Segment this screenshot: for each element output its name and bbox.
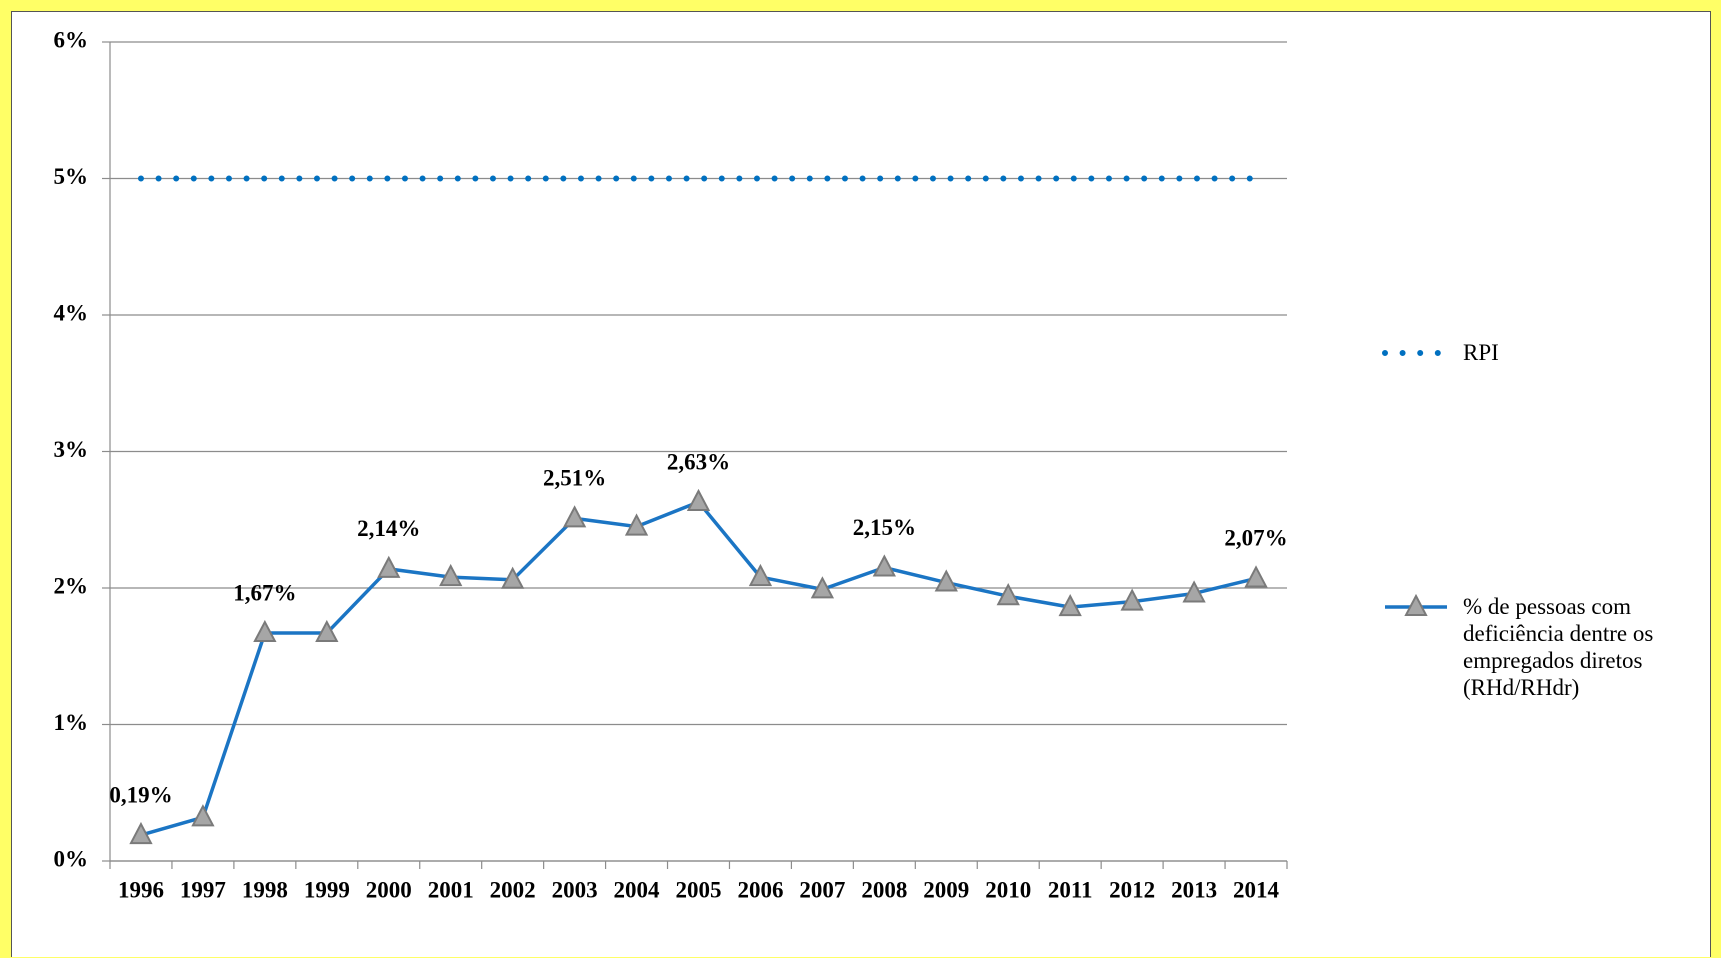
data-marker <box>1120 588 1144 611</box>
data-marker <box>1058 593 1082 617</box>
y-tick-label: 1% <box>54 710 89 735</box>
data-label: 2,15% <box>853 515 916 540</box>
x-tick-label: 2010 <box>985 877 1031 902</box>
data-label: 1,67% <box>233 580 296 605</box>
data-marker <box>315 619 339 643</box>
x-tick-label: 1999 <box>304 877 350 902</box>
x-tick-label: 2004 <box>614 877 661 902</box>
data-label: 0,19% <box>109 782 172 807</box>
chart-panel <box>11 11 1711 957</box>
data-label: 2,63% <box>667 449 730 474</box>
y-tick-label: 4% <box>54 300 89 325</box>
x-tick-label: 2001 <box>428 877 474 902</box>
x-tick-label: 2007 <box>799 877 845 902</box>
data-marker <box>1244 565 1268 588</box>
x-tick-label: 2005 <box>676 877 722 902</box>
y-tick-label: 5% <box>54 164 89 189</box>
series-line <box>140 500 1257 837</box>
data-label: 2,51% <box>543 466 606 491</box>
data-marker <box>439 563 463 587</box>
y-tick-label: 3% <box>54 437 89 462</box>
x-tick-label: 2000 <box>366 877 412 902</box>
data-marker <box>191 804 215 827</box>
data-label: 2,14% <box>357 516 420 541</box>
legend-label: RPI <box>1463 340 1499 365</box>
data-marker <box>253 619 277 643</box>
data-marker <box>377 555 401 578</box>
x-tick-label: 2012 <box>1109 877 1155 902</box>
y-tick-label: 2% <box>54 573 89 598</box>
data-marker <box>810 576 835 599</box>
x-tick-label: 1998 <box>242 877 288 902</box>
x-tick-label: 2006 <box>737 877 783 902</box>
x-tick-label: 1996 <box>118 877 164 902</box>
legend-label: % de pessoas com deficiência dentre os e… <box>1463 594 1654 700</box>
x-tick-label: 1997 <box>180 877 226 902</box>
y-tick-label: 0% <box>54 846 89 871</box>
data-label: 2,07% <box>1224 526 1287 551</box>
data-marker <box>562 505 587 528</box>
data-marker <box>1182 580 1206 603</box>
x-tick-label: 2009 <box>923 877 969 902</box>
data-marker <box>624 513 649 536</box>
x-tick-label: 2011 <box>1048 877 1093 902</box>
data-marker <box>934 569 958 592</box>
data-marker <box>501 566 525 589</box>
legend-marker <box>1404 593 1428 616</box>
x-tick-label: 2002 <box>490 877 536 902</box>
x-tick-label: 2008 <box>861 877 907 902</box>
y-tick-label: 6% <box>54 27 89 52</box>
data-marker <box>872 554 896 577</box>
x-tick-label: 2014 <box>1233 877 1280 902</box>
data-marker <box>748 563 773 587</box>
data-marker <box>686 488 711 512</box>
x-tick-label: 2003 <box>552 877 598 902</box>
data-marker <box>996 583 1020 606</box>
data-marker <box>129 821 153 845</box>
x-tick-label: 2013 <box>1171 877 1217 902</box>
